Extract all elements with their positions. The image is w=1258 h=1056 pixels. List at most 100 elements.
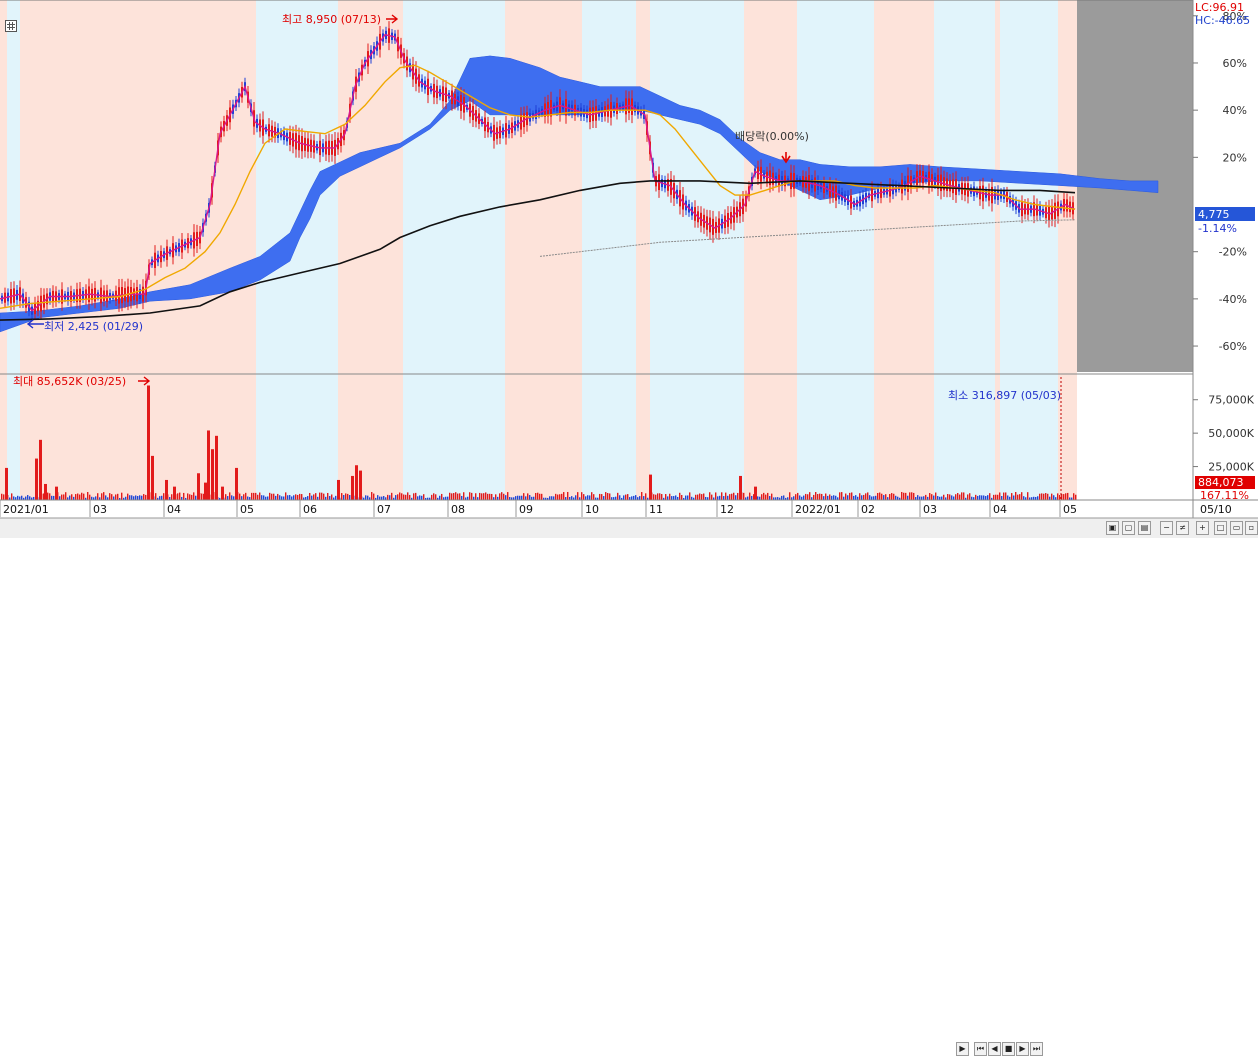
volume-spike-bar [151,455,154,500]
volume-bar [963,492,965,500]
volume-bar [811,497,813,500]
prev-page-icon[interactable]: ◀ [988,1042,1001,1056]
current-price-label: 4,775 [1198,208,1230,221]
volume-bar [123,497,125,500]
volume-bar [431,494,433,500]
volume-bar [711,494,713,500]
volume-bar [385,497,387,500]
volume-bar [989,493,991,500]
toolbar-background [0,518,1258,538]
volume-bar [971,496,973,500]
volume-bar [779,497,781,500]
volume-bar [907,495,909,500]
zoom-reset-icon[interactable]: ≠ [1176,521,1189,535]
volume-bar [415,492,417,500]
period-band [650,0,744,500]
volume-bar [381,496,383,500]
collapse-icon[interactable]: ▭ [1230,521,1243,535]
volume-bar [135,495,137,500]
volume-bar [671,496,673,500]
volume-bar [425,497,427,500]
first-page-icon[interactable]: ⏮ [974,1042,987,1056]
volume-bar [939,496,941,500]
volume-bar [403,494,405,500]
volume-bar [1001,496,1003,500]
low-arrow-icon [26,319,44,329]
volume-bar [555,493,557,500]
expand-icon[interactable]: □ [1214,521,1227,535]
volume-bar [693,497,695,500]
volume-bar [719,495,721,500]
volume-bar [1039,493,1041,500]
volume-bar [163,493,165,500]
volume-bar [465,497,467,500]
volume-bar [821,493,823,500]
volume-bar [659,493,661,500]
volume-bar [97,493,99,500]
volume-spike-bar [35,458,38,500]
volume-bar [743,492,745,500]
volume-bar [263,495,265,500]
volume-bar [229,492,231,500]
volume-bar [1021,492,1023,500]
volume-bar [923,496,925,500]
volume-bar [387,494,389,500]
volume-bar [457,493,459,500]
volume-bar [393,497,395,500]
volume-bar [669,493,671,500]
volume-bar [705,496,707,500]
volume-bar [315,493,317,500]
volume-bar [505,495,507,500]
volume-bar [597,497,599,500]
period-band [36,0,256,500]
volume-bar [471,492,473,500]
zoom-in-icon[interactable]: ▣ [1106,521,1119,535]
volume-bar [987,495,989,500]
volume-bar [979,495,981,500]
chart-settings-icon[interactable]: ▤ [1138,521,1151,535]
volume-bar [701,494,703,500]
volume-bar [249,497,251,500]
volume-bar [993,494,995,500]
grid-menu-icon[interactable] [5,20,17,32]
more-options-icon[interactable]: ▫ [1245,521,1258,535]
plus-icon[interactable]: + [1196,521,1209,535]
volume-bar [311,495,313,500]
volume-bar [663,497,665,500]
volume-bar [793,496,795,500]
volume-bar [79,494,81,500]
minus-icon[interactable]: − [1160,521,1173,535]
volume-bar [453,493,455,500]
volume-bar [1071,497,1073,500]
volume-bar [129,495,131,500]
volume-bar [1059,494,1061,500]
volume-bar [805,493,807,500]
volume-bar [775,497,777,500]
volume-bar [533,496,535,500]
volume-bar [665,494,667,500]
period-band [7,0,20,500]
volume-bar [885,494,887,500]
volume-bar [487,493,489,500]
volume-bar [757,496,759,500]
volume-bar [751,495,753,500]
volume-bar [763,492,765,500]
date-tick-label: 03 [93,503,107,516]
stop-icon[interactable]: ■ [1002,1042,1015,1056]
scroll-start-icon[interactable]: ▶ [956,1042,969,1056]
period-band [1058,0,1077,500]
volume-tick-label: 75,000K [1208,394,1254,407]
volume-bar [365,495,367,500]
volume-bar [629,497,631,500]
volume-spike-bar [204,482,207,500]
volume-bar [1065,493,1067,500]
zoom-out-icon[interactable]: ▢ [1122,521,1135,535]
next-page-icon[interactable]: ▶ [1016,1042,1029,1056]
volume-bar [917,495,919,500]
last-page-icon[interactable]: ⏭ [1030,1042,1043,1056]
date-tick-label: 09 [519,503,533,516]
volume-bar [485,492,487,500]
volume-bar [1007,495,1009,500]
volume-bar [101,493,103,500]
